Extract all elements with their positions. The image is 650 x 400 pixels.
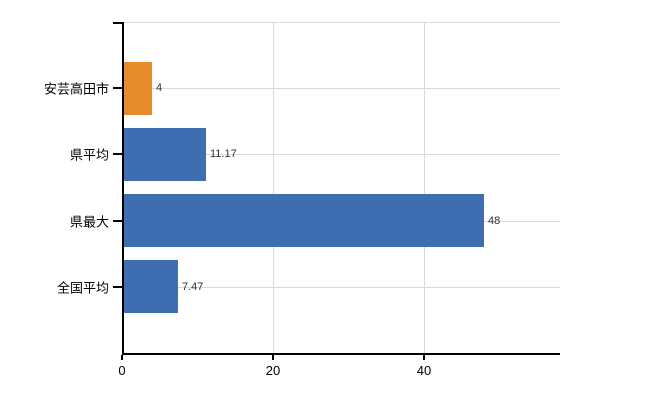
value-label: 11.17 bbox=[210, 148, 237, 160]
value-label: 7.47 bbox=[182, 281, 204, 293]
x-tick bbox=[423, 355, 425, 360]
row-gridline bbox=[122, 154, 560, 155]
x-tick-label: 0 bbox=[118, 363, 126, 378]
category-tick bbox=[113, 153, 122, 155]
x-tick-label: 20 bbox=[265, 363, 281, 378]
category-label: 安芸高田市 bbox=[43, 81, 109, 97]
category-label: 県最大 bbox=[69, 214, 109, 230]
bar bbox=[122, 128, 206, 181]
x-gridline bbox=[273, 22, 274, 353]
row-gridline bbox=[122, 287, 560, 288]
category-tick bbox=[113, 87, 122, 89]
x-tick bbox=[121, 355, 123, 360]
x-gridline bbox=[424, 22, 425, 353]
x-tick bbox=[272, 355, 274, 360]
x-tick-label: 40 bbox=[416, 363, 432, 378]
plot-top-border bbox=[122, 22, 560, 23]
value-label: 48 bbox=[488, 215, 501, 227]
x-axis bbox=[122, 353, 560, 355]
value-label: 4 bbox=[156, 82, 163, 94]
y-axis-top-tick bbox=[113, 22, 122, 24]
row-gridline bbox=[122, 88, 560, 89]
category-label: 全国平均 bbox=[56, 280, 109, 296]
y-axis bbox=[122, 22, 124, 355]
category-label: 県平均 bbox=[69, 147, 109, 163]
bar bbox=[122, 260, 178, 313]
category-tick bbox=[113, 220, 122, 222]
category-tick bbox=[113, 286, 122, 288]
bar bbox=[122, 194, 484, 247]
bar bbox=[122, 62, 152, 115]
